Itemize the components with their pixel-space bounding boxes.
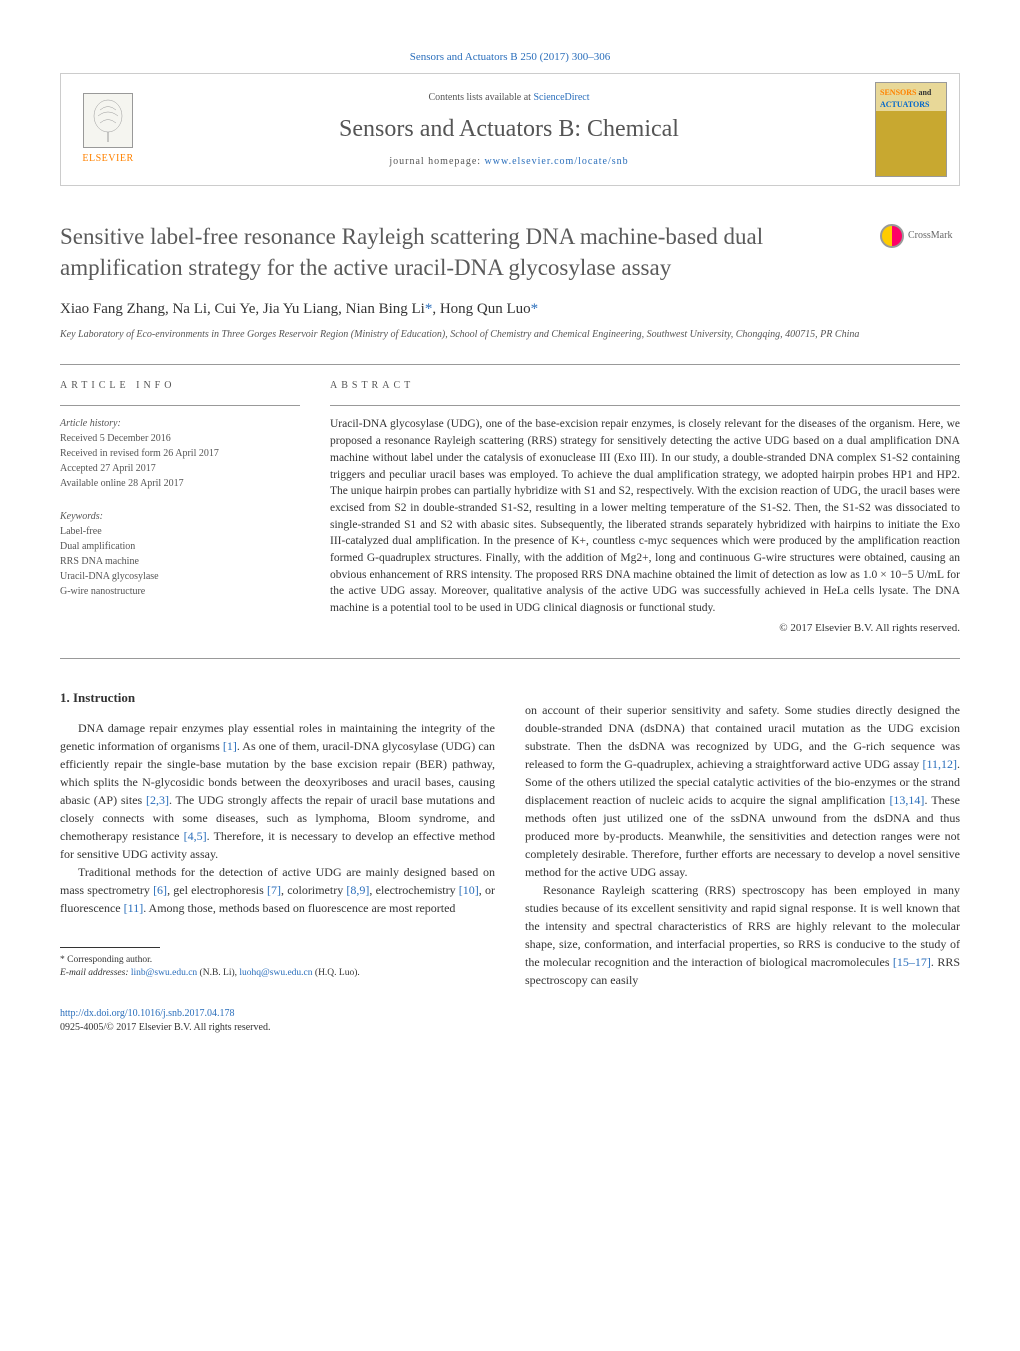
footnote-divider xyxy=(60,947,160,948)
crossmark-badge[interactable]: CrossMark xyxy=(880,221,960,251)
journal-name: Sensors and Actuators B: Chemical xyxy=(143,113,875,147)
authors-sep: , Hong Qun Luo xyxy=(432,301,530,317)
ref3[interactable]: [4,5] xyxy=(184,829,207,843)
body-col2: on account of their superior sensitivity… xyxy=(525,701,960,989)
kw-2: Dual amplification xyxy=(60,539,300,554)
abstract-text: Uracil-DNA glycosylase (UDG), one of the… xyxy=(330,416,960,616)
email2-name: (H.Q. Luo). xyxy=(313,968,360,978)
journal-header-box: ELSEVIER Contents lists available at Sci… xyxy=(60,73,960,186)
accepted-date: Accepted 27 April 2017 xyxy=(60,461,300,476)
citation-header: Sensors and Actuators B 250 (2017) 300–3… xyxy=(60,50,960,65)
cover-sensors: SENSORS xyxy=(880,88,916,97)
divider-bottom xyxy=(60,658,960,659)
contents-lists: Contents lists available at ScienceDirec… xyxy=(143,91,875,105)
issn-text: 0925-4005/© 2017 Elsevier B.V. All right… xyxy=(60,1022,270,1033)
section-heading-1: 1. Instruction xyxy=(60,689,495,707)
kw-4: Uracil-DNA glycosylase xyxy=(60,569,300,584)
abstract-copyright: © 2017 Elsevier B.V. All rights reserved… xyxy=(330,621,960,636)
elsevier-tree-icon xyxy=(83,93,133,148)
ref5[interactable]: [7] xyxy=(267,883,281,897)
citation-link[interactable]: Sensors and Actuators B 250 (2017) 300–3… xyxy=(410,51,610,63)
journal-cover: SENSORS and ACTUATORS xyxy=(875,82,947,177)
info-divider xyxy=(60,405,300,406)
p2f: . Among those, methods based on fluoresc… xyxy=(143,901,455,915)
ref1[interactable]: [1] xyxy=(223,739,237,753)
doi-link[interactable]: http://dx.doi.org/10.1016/j.snb.2017.04.… xyxy=(60,1008,235,1019)
corr-mark-2: * xyxy=(531,301,539,317)
ref10[interactable]: [13,14] xyxy=(889,793,924,807)
cover-actuators: ACTUATORS xyxy=(880,100,930,109)
kw-3: RRS DNA machine xyxy=(60,554,300,569)
corr-label: * Corresponding author. xyxy=(60,954,495,967)
ref8[interactable]: [11] xyxy=(124,901,144,915)
p2c: , colorimetry xyxy=(281,883,346,897)
abstract-label: ABSTRACT xyxy=(330,379,960,393)
ref11[interactable]: [15–17] xyxy=(893,955,931,969)
abstract-divider xyxy=(330,405,960,406)
article-title: Sensitive label-free resonance Rayleigh … xyxy=(60,221,880,283)
sciencedirect-link[interactable]: ScienceDirect xyxy=(533,92,589,103)
elsevier-logo: ELSEVIER xyxy=(73,90,143,170)
ref4[interactable]: [6] xyxy=(153,883,167,897)
crossmark-icon xyxy=(880,224,904,248)
email1-name: (N.B. Li), xyxy=(197,968,239,978)
ref2[interactable]: [2,3] xyxy=(146,793,169,807)
contents-lists-text: Contents lists available at xyxy=(428,92,533,103)
article-info-label: ARTICLE INFO xyxy=(60,379,300,393)
cover-and: and xyxy=(918,88,931,97)
kw-1: Label-free xyxy=(60,524,300,539)
affiliation: Key Laboratory of Eco-environments in Th… xyxy=(60,328,960,342)
keywords: Keywords: Label-free Dual amplification … xyxy=(60,509,300,599)
received-date: Received 5 December 2016 xyxy=(60,431,300,446)
authors-line: Xiao Fang Zhang, Na Li, Cui Ye, Jia Yu L… xyxy=(60,299,960,320)
authors-names: Xiao Fang Zhang, Na Li, Cui Ye, Jia Yu L… xyxy=(60,301,425,317)
homepage-link[interactable]: www.elsevier.com/locate/snb xyxy=(485,156,629,167)
revised-date: Received in revised form 26 April 2017 xyxy=(60,446,300,461)
email1[interactable]: linb@swu.edu.cn xyxy=(131,968,197,978)
ref9[interactable]: [11,12] xyxy=(922,757,957,771)
p3a: on account of their superior sensitivity… xyxy=(525,703,960,771)
ref7[interactable]: [10] xyxy=(459,883,479,897)
ref6[interactable]: [8,9] xyxy=(346,883,369,897)
p2b: , gel electrophoresis xyxy=(167,883,267,897)
elsevier-brand: ELSEVIER xyxy=(82,152,133,166)
body-col1: DNA damage repair enzymes play essential… xyxy=(60,719,495,917)
homepage-label: journal homepage: xyxy=(389,156,484,167)
footnote: * Corresponding author. E-mail addresses… xyxy=(60,954,495,981)
online-date: Available online 28 April 2017 xyxy=(60,476,300,491)
kw-5: G-wire nanostructure xyxy=(60,584,300,599)
email-label: E-mail addresses: xyxy=(60,968,131,978)
article-history: Article history: Received 5 December 201… xyxy=(60,416,300,491)
footer: http://dx.doi.org/10.1016/j.snb.2017.04.… xyxy=(60,1007,960,1035)
crossmark-label: CrossMark xyxy=(908,229,952,243)
history-label: Article history: xyxy=(60,416,300,431)
keywords-label: Keywords: xyxy=(60,509,300,524)
p2d: , electrochemistry xyxy=(369,883,458,897)
journal-homepage: journal homepage: www.elsevier.com/locat… xyxy=(143,155,875,169)
email2[interactable]: luohq@swu.edu.cn xyxy=(239,968,312,978)
divider-top xyxy=(60,364,960,365)
